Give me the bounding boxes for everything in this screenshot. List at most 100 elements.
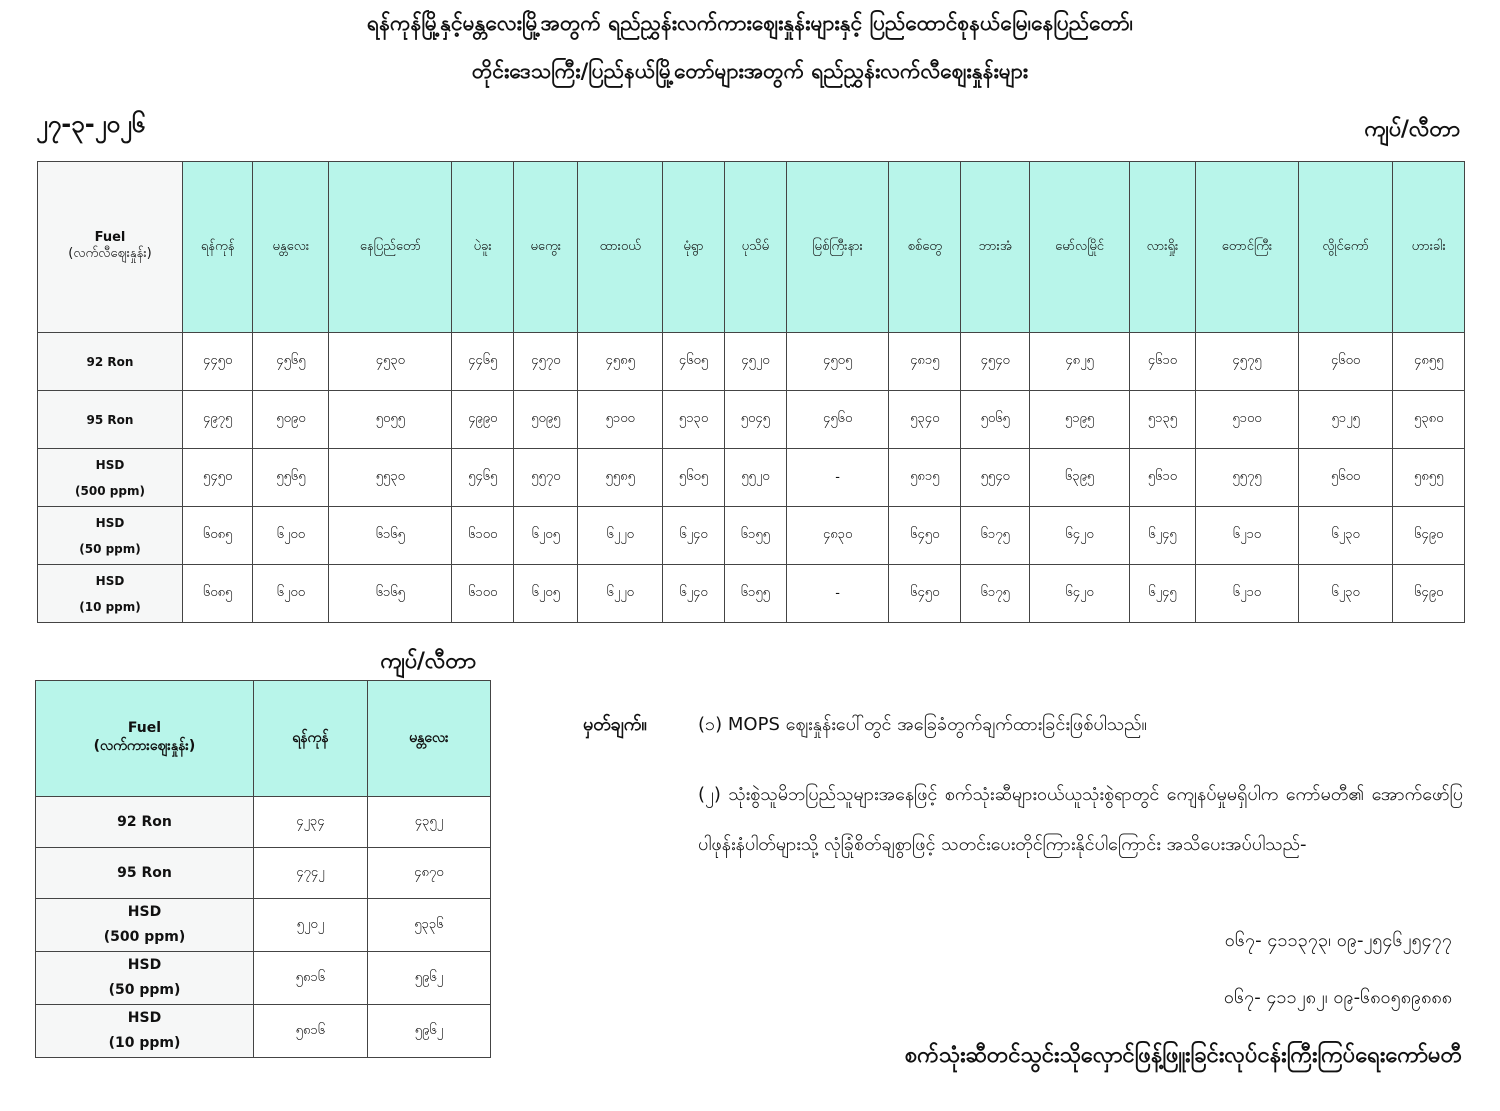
retail-price-table: Fuel (လက်လီဈေးနှုန်း) ရန်ကုန် မန္တလေး နေပြည… (37, 161, 1465, 623)
fuel-type-label: HSD (50 ppm) (37, 506, 183, 565)
price-cell: ၅၃၃၆ (366, 898, 492, 952)
price-cell: ၅၈၅၅ (1392, 448, 1465, 507)
price-cell: ၅၉၆၂ (366, 951, 492, 1005)
price-cell: ၅၅၆၅ (252, 448, 330, 507)
table-row: 92 Ron ၄၄၅၀ ၄၅၆၅ ၄၅၃၀ ၄၄၆၅ ၄၅၇၀ ၄၅၈၅ ၄၆၀၅ ၄၅၂၀ ၄၅… (37, 332, 1465, 391)
table-row: HSD (50 ppm) ၆၀၈၅ ၆၂၀၀ ၆၁၆၅ ၆၁၀၀ ၆၂၀၅ ၆၂၂၀ ၆၂၄၀၆… (37, 506, 1465, 565)
price-cell: ၅၁၀၀ (577, 390, 664, 449)
phone-numbers-1: ၀၆၇- ၄၁၁၃၇၃၊ ၀၉-၂၅၄၆၂၅၄၇၇ (1224, 930, 1452, 951)
price-cell: ၄၅၂၀ (723, 332, 787, 391)
price-cell: ၄၅၈၅ (577, 332, 664, 391)
wholesale-price-table: Fuel (လက်ကားဈေးနှုန်း) ရန်ကုန် မန္တလေး 92 … (35, 680, 492, 1058)
table-row: HSD (10 ppm) ၅၈၁၆ ၅၉၆၂ (35, 1004, 492, 1058)
price-cell: ၅၃၈၀ (1392, 390, 1465, 449)
city-header: မကွေး (513, 161, 579, 333)
title-line-2: တိုင်းဒေသကြီး/ပြည်နယ်မြို့တော်များအတွက် … (471, 59, 1029, 83)
price-cell: ၄၄၆၅ (451, 332, 515, 391)
price-cell: ၅၀၄၅ (723, 390, 787, 449)
price-cell: ၆၁၀၀ (451, 506, 515, 565)
city-header: လားရှိုး (1128, 161, 1197, 333)
price-cell: ၅၈၁၆ (253, 951, 368, 1005)
price-cell: ၄၅၃၀ (328, 332, 453, 391)
price-cell: ၆၄၉၀ (1392, 506, 1465, 565)
price-cell: ၅၀၉၅ (513, 390, 579, 449)
city-header: ဟားခါး (1392, 161, 1465, 333)
price-cell: ၅၈၁၆ (253, 1004, 368, 1058)
price-cell: ၅၀၅၅ (328, 390, 453, 449)
fuel-type-text: HSD (127, 904, 162, 920)
price-cell: ၆၂၄၀ (662, 506, 725, 565)
price-cell: ၄၈၃၀ (785, 506, 890, 565)
price-cell: ၅၅၃၀ (328, 448, 453, 507)
table-row: 92 Ron ၄၂၃၄ ၄၃၅၂ (35, 796, 492, 848)
price-cell: ၆၂၃၀ (1297, 506, 1394, 565)
fuel-type-label: 92 Ron (35, 796, 254, 848)
city-header: ရန်ကုန် (253, 680, 368, 797)
price-cell: ၆၂၄၅ (1128, 506, 1197, 565)
price-cell: ၅၁၃၅ (1128, 390, 1197, 449)
fuel-type-text: (10 ppm) (108, 1035, 181, 1051)
price-cell: ၆၂၁၀ (1195, 564, 1299, 623)
price-cell: ၄၅၆၅ (252, 332, 330, 391)
city-header: မန္တလေး (252, 161, 330, 333)
price-cell: ၆၁၆၅ (328, 506, 453, 565)
price-cell: ၆၂၄၀ (662, 564, 725, 623)
fuel-type-text: 95 Ron (117, 864, 172, 881)
table-row: 95 Ron ၄၇၄၂ ၄၈၇၀ (35, 847, 492, 899)
price-cell: ၅၉၆၂ (366, 1004, 492, 1058)
price-cell: ၅၃၄၀ (888, 390, 962, 449)
price-cell: ၆၂၁၀ (1195, 506, 1299, 565)
price-cell: ၅၈၁၅ (888, 448, 962, 507)
price-cell: ၅၆၀၅ (662, 448, 725, 507)
price-cell: ၆၁၅၅ (723, 506, 787, 565)
price-cell: ၆၂၃၀ (1297, 564, 1394, 623)
price-cell: ၅၁၃၀ (662, 390, 725, 449)
price-cell: ၄၈၂၅ (1029, 332, 1130, 391)
fuel-type-text: (500 ppm) (103, 929, 186, 945)
fuel-header: Fuel (လက်ကားဈေးနှုန်း) (35, 680, 254, 797)
price-cell: ၄၅၇၅ (1195, 332, 1299, 391)
price-cell: ၄၅၇၀ (513, 332, 579, 391)
price-cell: ၅၆၁၀ (1128, 448, 1197, 507)
fuel-type-text: HSD (95, 573, 125, 588)
price-cell: ၆၂၂၀ (577, 506, 664, 565)
price-cell: ၆၂၀၀ (252, 506, 330, 565)
date: ၂၇-၃-၂၀၂၆ (36, 110, 146, 138)
price-cell: ၆၁၇၅ (960, 506, 1031, 565)
city-header: တောင်ကြီး (1195, 161, 1299, 333)
price-cell: ၆၄၅၀ (888, 506, 962, 565)
price-cell: ၄၈၅၅ (1392, 332, 1465, 391)
price-cell: ၆၄၂၀ (1029, 506, 1130, 565)
price-cell: - (785, 564, 890, 623)
price-cell: ၅၅၇၀ (513, 448, 579, 507)
city-header: ပုသိမ် (723, 161, 787, 333)
fuel-type-text: HSD (127, 957, 162, 973)
price-cell: ၅၀၉၀ (252, 390, 330, 449)
fuel-type-label: HSD (10 ppm) (37, 564, 183, 623)
price-cell: ၄၈၁၅ (888, 332, 962, 391)
fuel-subheader: (လက်လီဈေးနှုန်း) (68, 246, 152, 261)
unit-label: ကျပ်/လီတာ (1364, 117, 1460, 142)
city-header: စစ်တွေ (888, 161, 962, 333)
fuel-type-label: HSD (500 ppm) (37, 448, 183, 507)
fuel-type-text: (10 ppm) (79, 599, 141, 614)
city-header: နေပြည်တော် (328, 161, 453, 333)
price-cell: ၆၂၀၅ (513, 564, 579, 623)
price-cell: ၅၆၀၀ (1297, 448, 1394, 507)
fuel-type-text: HSD (95, 457, 125, 472)
fuel-type-text: 92 Ron (117, 813, 172, 830)
fuel-type-text: (50 ppm) (79, 541, 141, 556)
fuel-subheader: (လက်ကားဈေးနှုန်း) (93, 738, 196, 754)
price-cell: ၅၁၉၅ (1029, 390, 1130, 449)
fuel-header-label: Fuel (127, 720, 162, 736)
city-header: မြစ်ကြီးနား (785, 161, 890, 333)
note-1: (၁) MOPS ဈေးနှုန်းပေါ်တွင် အခြေခံတွက်ချက… (698, 714, 1147, 735)
price-cell: ၆၂၀၀ (252, 564, 330, 623)
price-cell: ၆၂၄၅ (1128, 564, 1197, 623)
price-cell: ၅၁၂၅ (1297, 390, 1394, 449)
price-cell: ၆၁၆၅ (328, 564, 453, 623)
unit-label-2: ကျပ်/လီတာ (380, 649, 476, 674)
price-cell: ၄၆၀၅ (662, 332, 725, 391)
city-header: ရန်ကုန် (181, 161, 254, 333)
price-cell: ၄၇၄၂ (253, 847, 368, 899)
